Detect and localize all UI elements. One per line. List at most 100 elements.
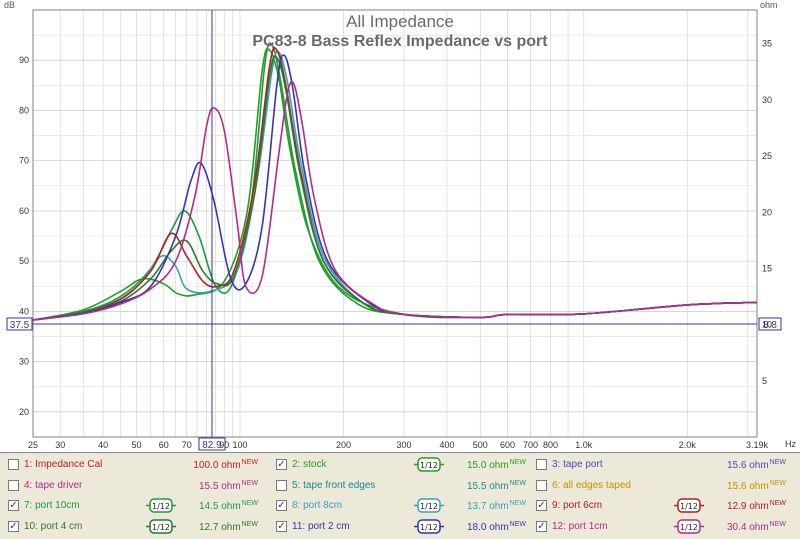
legend-checkbox[interactable]: [536, 459, 547, 470]
legend-checkbox[interactable]: [8, 459, 19, 470]
legend-checkbox[interactable]: [536, 479, 547, 491]
legend-value-text: 30.4 ohm: [726, 521, 769, 533]
legend-new-badge: NEW: [241, 520, 258, 528]
y-right-tick-label: 5: [762, 376, 767, 386]
smoothing-label: 1/12: [152, 502, 170, 511]
legend-value-text: 18.0 ohm: [466, 521, 509, 533]
legend-item-value: 30.4 ohmNEW: [727, 521, 786, 533]
legend-item-name: 3: tape port: [552, 459, 603, 470]
smoothing-label: 1/12: [420, 523, 438, 532]
legend-checkbox[interactable]: ✓: [8, 500, 19, 511]
legend-value-text: 15.6 ohm: [726, 460, 769, 471]
legend-value-text: 100.0 ohm: [193, 460, 241, 471]
x-tick-label: 3.19k: [746, 440, 769, 450]
legend-value-text: 14.5 ohm: [198, 501, 241, 512]
y-left-unit: dB: [4, 0, 15, 10]
cursor-x-readout-box: [198, 437, 226, 451]
y-left-tick-label: 60: [19, 206, 29, 216]
legend-checkbox[interactable]: ✓: [276, 520, 287, 532]
y-right-tick-label: 35: [762, 39, 772, 49]
smoothing-button[interactable]: 1/12: [674, 498, 704, 513]
x-tick-label: 600: [500, 440, 515, 450]
legend-item-value: 15.5 ohmNEW: [467, 480, 526, 492]
smoothing-button[interactable]: 1/12: [414, 498, 444, 513]
legend-checkbox[interactable]: ✓: [536, 520, 547, 532]
smoothing-button[interactable]: 1/12: [146, 498, 176, 513]
legend-checkbox[interactable]: ✓: [276, 459, 287, 470]
smoothing-button[interactable]: 1/12: [414, 518, 444, 534]
cursor-group[interactable]: 82.9 37.5 8.8: [6, 10, 782, 451]
smoothing-button[interactable]: 1/12: [146, 518, 176, 534]
legend-new-badge: NEW: [241, 500, 258, 507]
legend-item-name: 4: tape driver: [24, 479, 83, 491]
y-right-tick-label: 25: [762, 151, 772, 161]
y-left-tick-label: 20: [19, 407, 29, 417]
y-right-tick-label: 30: [762, 95, 772, 105]
x-tick-label: 60: [159, 440, 169, 450]
y-right-tick-label: 10: [762, 320, 772, 330]
tick-labels: 25 30 40 50 60 70 90 100 200 300 400 500 600 700 800 1.…: [19, 39, 772, 450]
y-right-tick-label: 20: [762, 207, 772, 217]
legend-value-text: 12.9 ohm: [726, 501, 769, 512]
legend-checkbox[interactable]: ✓: [536, 500, 547, 511]
smoothing-label: 1/12: [680, 502, 698, 511]
legend-item-value: 12.9 ohmNEW: [727, 500, 786, 512]
legend-item[interactable]: 4: tape driver 15.5 ohmNEW: [0, 476, 262, 498]
legend-checkbox[interactable]: ✓: [276, 500, 287, 511]
legend-item[interactable]: ✓ 8: port 8cm 13.7 ohmNEW 1/12: [268, 496, 530, 518]
smoothing-label: 1/12: [420, 502, 438, 511]
legend-new-badge: NEW: [241, 459, 258, 466]
smoothing-box: [417, 498, 441, 513]
chart-background: [0, 0, 800, 452]
legend-item[interactable]: ✓ 7: port 10cm 14.5 ohmNEW 1/12: [0, 496, 262, 518]
legend-item[interactable]: 6: all edges taped 15.6 ohmNEW: [528, 476, 790, 498]
x-tick-label: 400: [439, 440, 454, 450]
legend-item-name: 12: port 1cm: [552, 520, 608, 532]
y-left-tick-label: 80: [19, 105, 29, 115]
cursor-y-left-readout-box: [6, 317, 33, 331]
plot-frame: [32, 9, 758, 438]
legend-item[interactable]: 5: tape front edges 15.5 ohmNEW: [268, 476, 530, 498]
legend-item[interactable]: 3: tape port 15.6 ohmNEW: [528, 455, 790, 477]
smoothing-button[interactable]: 1/12: [674, 518, 704, 534]
x-tick-label: 700: [523, 440, 538, 450]
legend-item-value: 14.5 ohmNEW: [199, 500, 258, 512]
legend-item-name: 5: tape front edges: [292, 479, 376, 491]
legend-checkbox[interactable]: ✓: [8, 520, 19, 532]
legend-item-value: 15.6 ohmNEW: [727, 459, 786, 471]
x-tick-label: 2.0k: [679, 440, 697, 450]
legend-item-value: 18.0 ohmNEW: [467, 521, 526, 533]
legend-item-name: 6: all edges taped: [552, 479, 631, 491]
legend-item[interactable]: 1: Impedance Cal 100.0 ohmNEW: [0, 455, 262, 477]
smoothing-box: [677, 498, 701, 513]
legend-item-name: 1: Impedance Cal: [24, 459, 103, 470]
chart-subtitle: PC83-8 Bass Reflex Impedance vs port: [252, 33, 548, 50]
legend-item[interactable]: ✓ 11: port 2 cm 18.0 ohmNEW 1/12: [268, 517, 530, 539]
chart-title: All Impedance: [346, 12, 454, 31]
legend-value-text: 15.6 ohm: [726, 480, 769, 492]
legend-row: 4: tape driver 15.5 ohmNEW 5: tape front e…: [0, 476, 800, 498]
legend-checkbox[interactable]: [276, 479, 287, 491]
legend-item-value: 15.6 ohmNEW: [727, 480, 786, 492]
legend-row: 1: Impedance Cal 100.0 ohmNEW ✓ 2: stock 15.…: [0, 455, 800, 477]
impedance-chart[interactable]: 82.937.5 8.8 25 30 40 50 60 70 90 100 200 300 400 50…: [0, 0, 800, 452]
smoothing-button[interactable]: 1/12: [414, 457, 444, 472]
legend-item-name: 9: port 6cm: [552, 500, 603, 511]
legend-checkbox[interactable]: [8, 479, 19, 491]
x-tick-label: 50: [131, 440, 141, 450]
legend-value-text: 15.5 ohm: [466, 480, 509, 492]
x-tick-label: 200: [336, 440, 351, 450]
legend-item[interactable]: ✓ 9: port 6cm 12.9 ohmNEW 1/12: [528, 496, 790, 518]
legend-item[interactable]: ✓ 12: port 1cm 30.4 ohmNEW 1/12: [528, 517, 790, 539]
cursor-y-left-readout: 37.5: [10, 320, 30, 331]
legend-item[interactable]: ✓ 2: stock 15.0 ohmNEW 1/12: [268, 455, 530, 477]
smoothing-box: [417, 457, 441, 472]
y-left-tick-label: 90: [19, 55, 29, 65]
legend-item-value: 15.5 ohmNEW: [199, 480, 258, 492]
x-tick-label: 500: [473, 440, 488, 450]
y-left-tick-label: 40: [19, 306, 29, 316]
legend-item[interactable]: ✓ 10: port 4 cm 12.7 ohmNEW 1/12: [0, 517, 262, 539]
smoothing-box: [149, 518, 173, 534]
legend-panel: 1: Impedance Cal 100.0 ohmNEW ✓ 2: stock 15.…: [0, 452, 800, 539]
smoothing-label: 1/12: [420, 461, 438, 470]
